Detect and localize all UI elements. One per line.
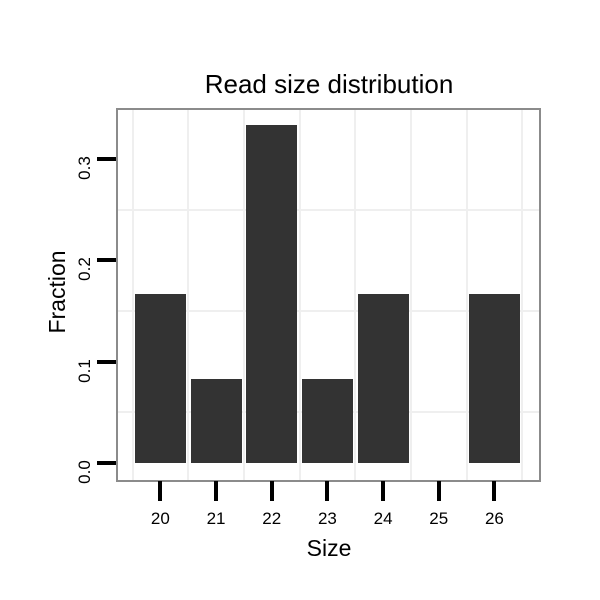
gridline-vertical (409, 110, 412, 480)
y-tick-label: 0.2 (75, 257, 94, 282)
y-tick-label: 0.3 (75, 156, 94, 180)
chart-title: Read size distribution (204, 69, 454, 99)
y-tick-label: 0.1 (75, 358, 94, 383)
gridline-vertical (131, 110, 134, 480)
bar-23 (301, 378, 353, 463)
x-tick-label: 25 (429, 509, 449, 528)
bar-21 (190, 378, 242, 463)
x-tick-label: 26 (484, 509, 504, 528)
bar-20 (134, 294, 186, 463)
x-tick (269, 481, 274, 501)
gridline-vertical (521, 110, 524, 480)
x-tick (325, 481, 330, 501)
x-tick (436, 481, 441, 501)
gridline-vertical (187, 110, 190, 480)
plot-panel (116, 108, 541, 482)
x-tick-label: 24 (373, 509, 393, 528)
bar-26 (468, 294, 520, 463)
gridline-horizontal (118, 208, 539, 211)
gridline-vertical (465, 110, 468, 480)
x-tick-label: 20 (150, 509, 170, 528)
y-tick (97, 258, 116, 263)
y-tick (97, 157, 116, 162)
x-tick (158, 481, 163, 501)
bar-24 (357, 294, 409, 463)
bar-22 (246, 125, 298, 463)
x-tick-label: 23 (317, 509, 337, 528)
y-tick (97, 359, 116, 364)
gridline-vertical (242, 110, 245, 480)
y-tick (97, 461, 116, 465)
gridline-horizontal (118, 310, 539, 313)
x-tick (492, 481, 497, 501)
y-axis-label: Fraction (44, 250, 70, 334)
gridline-vertical (298, 110, 301, 480)
x-tick (381, 481, 386, 501)
x-axis-label: Size (306, 535, 352, 561)
gridline-vertical (354, 110, 357, 480)
x-tick-label: 21 (206, 509, 226, 528)
x-tick-label: 22 (262, 509, 282, 528)
y-tick-label: 0.0 (75, 460, 94, 484)
x-tick (214, 481, 219, 501)
